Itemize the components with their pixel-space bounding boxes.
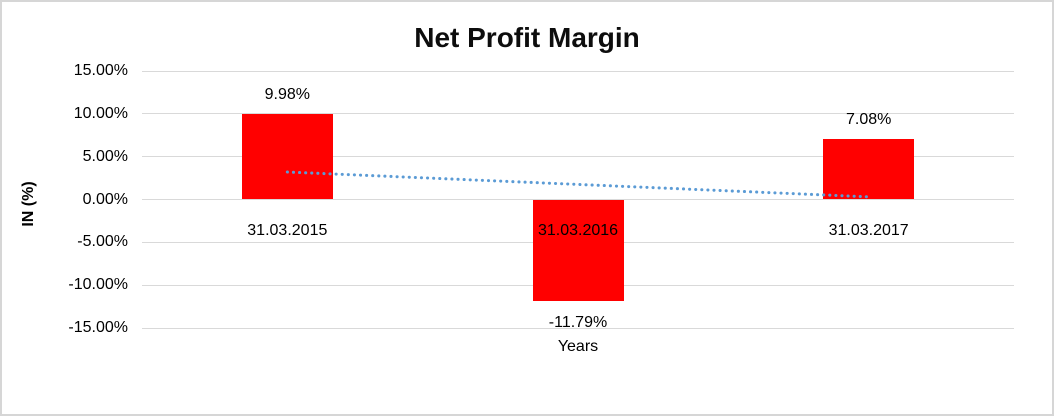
x-axis-title: Years [557,338,599,355]
category-label-31.03.2017: 31.03.2017 [828,221,909,239]
y-axis-tick-label: -10.00% [68,276,128,294]
y-axis-tick-label: -5.00% [77,233,128,251]
gridline [142,156,1014,158]
bar-31.03.2017 [823,138,915,200]
y-axis-tick-label: 5.00% [82,147,128,165]
gridline [142,70,1014,72]
bar-31.03.2016 [532,199,624,301]
category-label-31.03.2015: 31.03.2015 [247,221,328,239]
y-axis-tick-label: 10.00% [73,104,128,122]
y-axis-tick-label: 0.00% [82,190,128,208]
bar-31.03.2015 [241,114,333,200]
y-axis-tick-label: -15.00% [68,319,128,336]
plot-area: 9.98% 31.03.2015 -11.79% 31.03.2016 7.08% 31.… [142,70,1014,331]
y-axis-tick-label: 15.00% [73,62,128,79]
data-label-31.03.2015: 9.98% [264,86,311,103]
data-label-31.03.2016: -11.79% [548,313,608,331]
trendline [285,170,871,199]
gridline [142,113,1014,115]
category-label-31.03.2016: 31.03.2016 [537,221,619,239]
chart-title: Net Profit Margin [414,22,640,53]
gridline [142,327,1014,329]
data-label-31.03.2017: 7.08% [845,110,892,128]
